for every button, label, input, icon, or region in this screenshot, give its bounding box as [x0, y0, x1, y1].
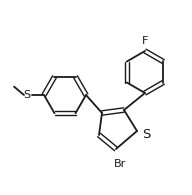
- Text: S: S: [142, 128, 150, 141]
- Text: Br: Br: [114, 159, 126, 169]
- Text: F: F: [142, 36, 148, 46]
- Text: S: S: [23, 90, 31, 100]
